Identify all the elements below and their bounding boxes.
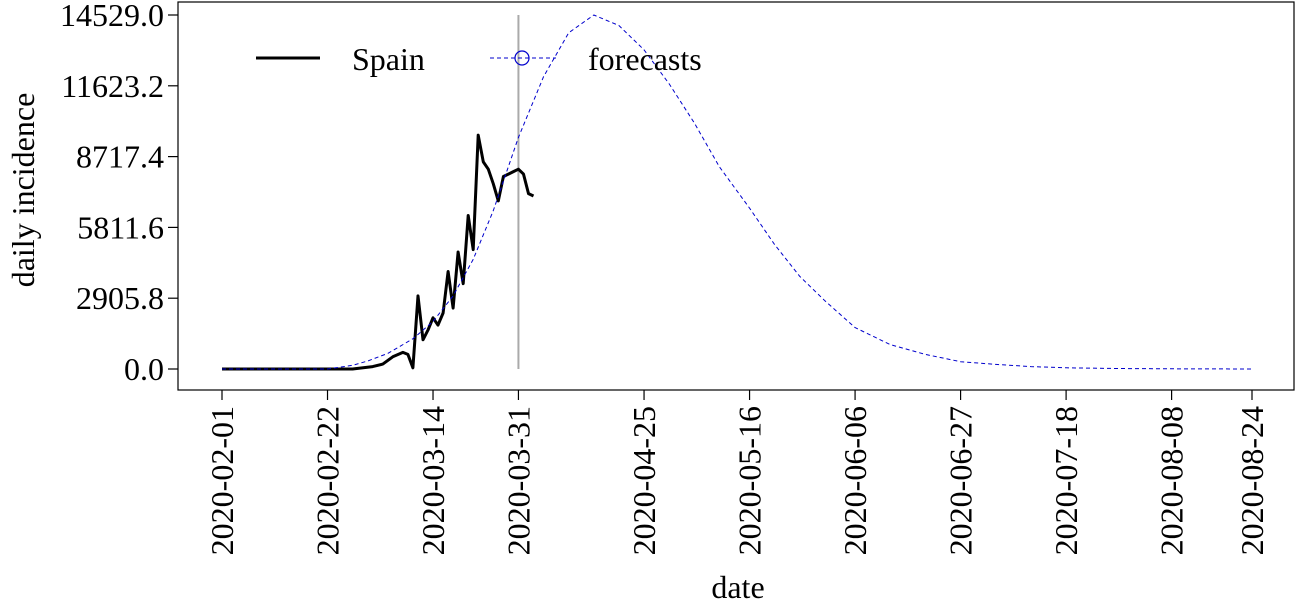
- y-axis-title: daily incidence: [5, 93, 41, 288]
- y-tick-label: 14529.0: [60, 0, 164, 33]
- legend-label-forecasts: forecasts: [588, 41, 702, 77]
- x-tick-label: 2020-03-31: [500, 406, 536, 555]
- x-tick-label: 2020-02-01: [204, 406, 240, 555]
- x-axis: 2020-02-01 2020-02-22 2020-03-14 2020-03-31…: [204, 390, 1270, 555]
- y-tick-label: 0.0: [124, 351, 164, 387]
- x-tick-label: 2020-08-24: [1234, 406, 1270, 555]
- x-tick-label: 2020-05-16: [732, 406, 768, 555]
- y-tick-label: 5811.6: [77, 209, 164, 245]
- y-axis: 0.0 2905.8 5811.6 8717.4 11623.2 14529.0: [60, 0, 178, 387]
- x-tick-label: 2020-03-14: [415, 406, 451, 555]
- plot-area: [177, 1, 1295, 391]
- x-tick-label: 2020-02-22: [310, 406, 346, 555]
- legend-marker-forecasts: [514, 50, 530, 66]
- x-tick-label: 2020-06-06: [837, 406, 873, 555]
- x-tick-label: 2020-08-08: [1154, 406, 1190, 555]
- plot-frame: [177, 1, 1295, 391]
- legend: Spain forecasts: [256, 41, 702, 77]
- series-line-spain: [222, 133, 535, 371]
- y-tick-label: 8717.4: [76, 139, 164, 175]
- series-line-forecasts: [222, 14, 1253, 370]
- x-tick-label: 2020-07-18: [1048, 406, 1084, 555]
- y-tick-label: 11623.2: [61, 68, 164, 104]
- x-tick-label: 2020-06-27: [943, 406, 979, 555]
- legend-label-spain: Spain: [352, 41, 425, 77]
- x-tick-label: 2020-04-25: [626, 406, 662, 555]
- x-axis-title: date: [711, 569, 764, 600]
- y-tick-label: 2905.8: [76, 280, 164, 316]
